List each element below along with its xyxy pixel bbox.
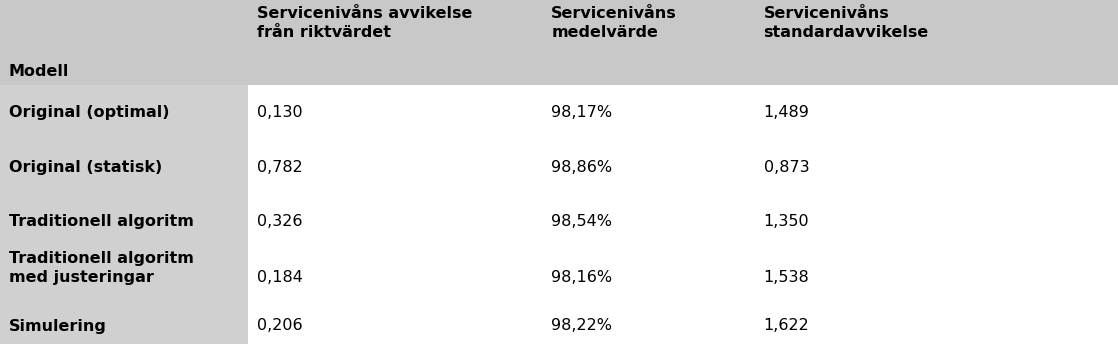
Text: Simulering: Simulering bbox=[9, 319, 107, 333]
Bar bbox=[248, 308, 542, 344]
Bar bbox=[0, 195, 248, 248]
Text: 1,538: 1,538 bbox=[764, 270, 809, 286]
Bar bbox=[755, 308, 1118, 344]
Bar bbox=[0, 140, 248, 195]
Text: 0,782: 0,782 bbox=[257, 160, 303, 175]
Bar bbox=[755, 85, 1118, 140]
Text: Servicenivåns avvikelse
från riktvärdet: Servicenivåns avvikelse från riktvärdet bbox=[257, 6, 473, 40]
Text: 1,350: 1,350 bbox=[764, 214, 809, 229]
Text: 98,16%: 98,16% bbox=[551, 270, 613, 286]
Text: 0,206: 0,206 bbox=[257, 319, 303, 333]
Bar bbox=[0, 248, 248, 308]
Text: 0,184: 0,184 bbox=[257, 270, 303, 286]
Bar bbox=[248, 195, 542, 248]
Text: Traditionell algoritm
med justeringar: Traditionell algoritm med justeringar bbox=[9, 251, 193, 285]
Text: 1,622: 1,622 bbox=[764, 319, 809, 333]
Bar bbox=[0, 0, 1118, 85]
Bar bbox=[0, 308, 248, 344]
Bar bbox=[542, 248, 755, 308]
Text: 0,130: 0,130 bbox=[257, 105, 303, 120]
Text: 0,873: 0,873 bbox=[764, 160, 809, 175]
Text: 1,489: 1,489 bbox=[764, 105, 809, 120]
Bar bbox=[248, 248, 542, 308]
Bar bbox=[755, 248, 1118, 308]
Text: 98,17%: 98,17% bbox=[551, 105, 613, 120]
Bar bbox=[0, 85, 248, 140]
Text: 0,326: 0,326 bbox=[257, 214, 303, 229]
Text: Servicenivåns
standardavvikelse: Servicenivåns standardavvikelse bbox=[764, 6, 929, 40]
Text: 98,54%: 98,54% bbox=[551, 214, 613, 229]
Bar bbox=[542, 85, 755, 140]
Bar bbox=[542, 195, 755, 248]
Bar bbox=[542, 308, 755, 344]
Text: Modell: Modell bbox=[9, 64, 69, 79]
Text: 98,86%: 98,86% bbox=[551, 160, 613, 175]
Text: Servicenivåns
medelvärde: Servicenivåns medelvärde bbox=[551, 6, 676, 40]
Bar bbox=[248, 140, 542, 195]
Bar bbox=[755, 195, 1118, 248]
Bar bbox=[542, 140, 755, 195]
Text: Original (optimal): Original (optimal) bbox=[9, 105, 170, 120]
Text: Original (statisk): Original (statisk) bbox=[9, 160, 162, 175]
Text: Traditionell algoritm: Traditionell algoritm bbox=[9, 214, 193, 229]
Bar bbox=[755, 140, 1118, 195]
Text: 98,22%: 98,22% bbox=[551, 319, 613, 333]
Bar bbox=[248, 85, 542, 140]
